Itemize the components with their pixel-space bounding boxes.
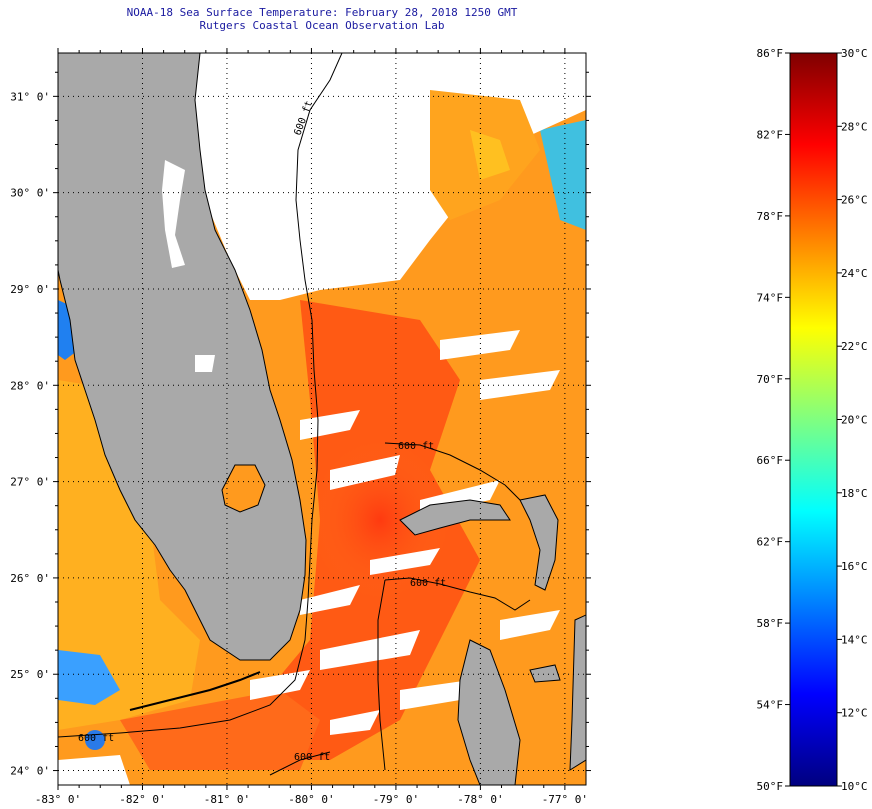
cloud-streak (250, 670, 310, 700)
colorbar-c-label: 14°C (841, 633, 868, 646)
colorbar-f-label: 86°F (757, 47, 784, 60)
lat-tick-label: 25° 0' (10, 668, 50, 681)
colorbar-c-label: 12°C (841, 707, 868, 720)
lon-tick-label: -80° 0' (288, 793, 334, 806)
colorbar-c-label: 22°C (841, 340, 868, 353)
colorbar (789, 52, 838, 787)
contour-label: 600 ft (398, 441, 434, 452)
colorbar-f-label: 66°F (757, 454, 784, 467)
yellow-patch-north (470, 130, 510, 180)
graticule (58, 53, 586, 785)
colorbar-c-label: 28°C (841, 120, 868, 133)
berry-islands (529, 664, 561, 683)
florida-keys (129, 671, 261, 711)
grand-bahama (399, 499, 511, 536)
cloud-streak (320, 630, 420, 670)
eleuthera-island (569, 614, 586, 771)
cool-patch-ne (540, 120, 586, 230)
cloud-streak (500, 610, 560, 640)
contour-label: 600 ft (78, 733, 114, 744)
lon-tick-label: -78° 0' (457, 793, 503, 806)
colorbar-c-label: 18°C (841, 487, 868, 500)
lat-tick-label: 24° 0' (10, 765, 50, 778)
colorbar-c-label: 16°C (841, 560, 868, 573)
cloud-streak (300, 410, 360, 440)
colorbar-f-label: 50°F (757, 780, 784, 793)
lake-okeechobee (221, 464, 266, 513)
isobath-600ft-south (269, 751, 331, 776)
lat-tick-label: 30° 0' (10, 187, 50, 200)
map-panel (58, 53, 586, 785)
colorbar-f-label: 58°F (757, 617, 784, 630)
cloud-over-land (162, 160, 185, 268)
colorbar-f-label: 78°F (757, 210, 784, 223)
colorbar-c-label: 20°C (841, 414, 868, 427)
cloud-streak (370, 548, 440, 575)
cloud-streak (400, 680, 470, 710)
cloud-patch-sw (58, 755, 130, 785)
contour-label: 600 ft (294, 752, 330, 763)
map-title: NOAA-18 Sea Surface Temperature: Februar… (126, 6, 518, 19)
colorbar-f-label: 70°F (757, 373, 784, 386)
colorbar-labels: 86°F 82°F 78°F 74°F 70°F 66°F 62°F 58°F 54°F 50°F… (757, 47, 868, 793)
lon-tick-label: -79° 0' (373, 793, 419, 806)
colorbar-f-label: 54°F (757, 699, 784, 712)
abaco-island (519, 494, 559, 591)
lon-tick-label: -81° 0' (204, 793, 250, 806)
colorbar-f-label: 82°F (757, 128, 784, 141)
lon-tick-label: -82° 0' (119, 793, 165, 806)
lat-tick-label: 31° 0' (10, 90, 50, 103)
cloud-over-land (195, 355, 215, 372)
andros-island (457, 639, 521, 785)
cloud-streak (300, 585, 360, 615)
cloud-streak (480, 370, 560, 400)
lat-tick-label: 27° 0' (10, 476, 50, 489)
gulf-shelf-water (58, 380, 200, 730)
contour-label: 600 ft (410, 578, 446, 589)
colorbar-f-label: 62°F (757, 536, 784, 549)
isobath-600ft-providence (384, 577, 531, 611)
cool-patch-sw (58, 650, 120, 705)
lon-tick-label: -83° 0' (35, 793, 81, 806)
axis-ticks: -83° 0' -82° 0' -81° 0' -80° 0' -79° 0' -78° … (10, 48, 591, 806)
cloud-streak (440, 330, 520, 360)
lon-tick-label: -77° 0' (542, 793, 588, 806)
isobath-600ft-florida (58, 53, 343, 738)
lat-tick-label: 26° 0' (10, 572, 50, 585)
cloud-streak (330, 455, 400, 490)
isobath-600ft-andros-west (377, 579, 386, 771)
colorbar-c-label: 10°C (841, 780, 868, 793)
colorbar-c-label: 24°C (841, 267, 868, 280)
map-frame (57, 52, 587, 786)
colorbar-f-label: 74°F (757, 291, 784, 304)
colorbar-c-label: 30°C (841, 47, 868, 60)
cloud-streak (330, 710, 380, 735)
lat-tick-label: 29° 0' (10, 283, 50, 296)
map-subtitle: Rutgers Coastal Ocean Observation Lab (199, 19, 445, 32)
colorbar-c-label: 26°C (841, 194, 868, 207)
isobath-600ft-north-bahamas (384, 442, 521, 501)
straits-warm-water (120, 690, 320, 770)
lat-tick-label: 28° 0' (10, 379, 50, 392)
